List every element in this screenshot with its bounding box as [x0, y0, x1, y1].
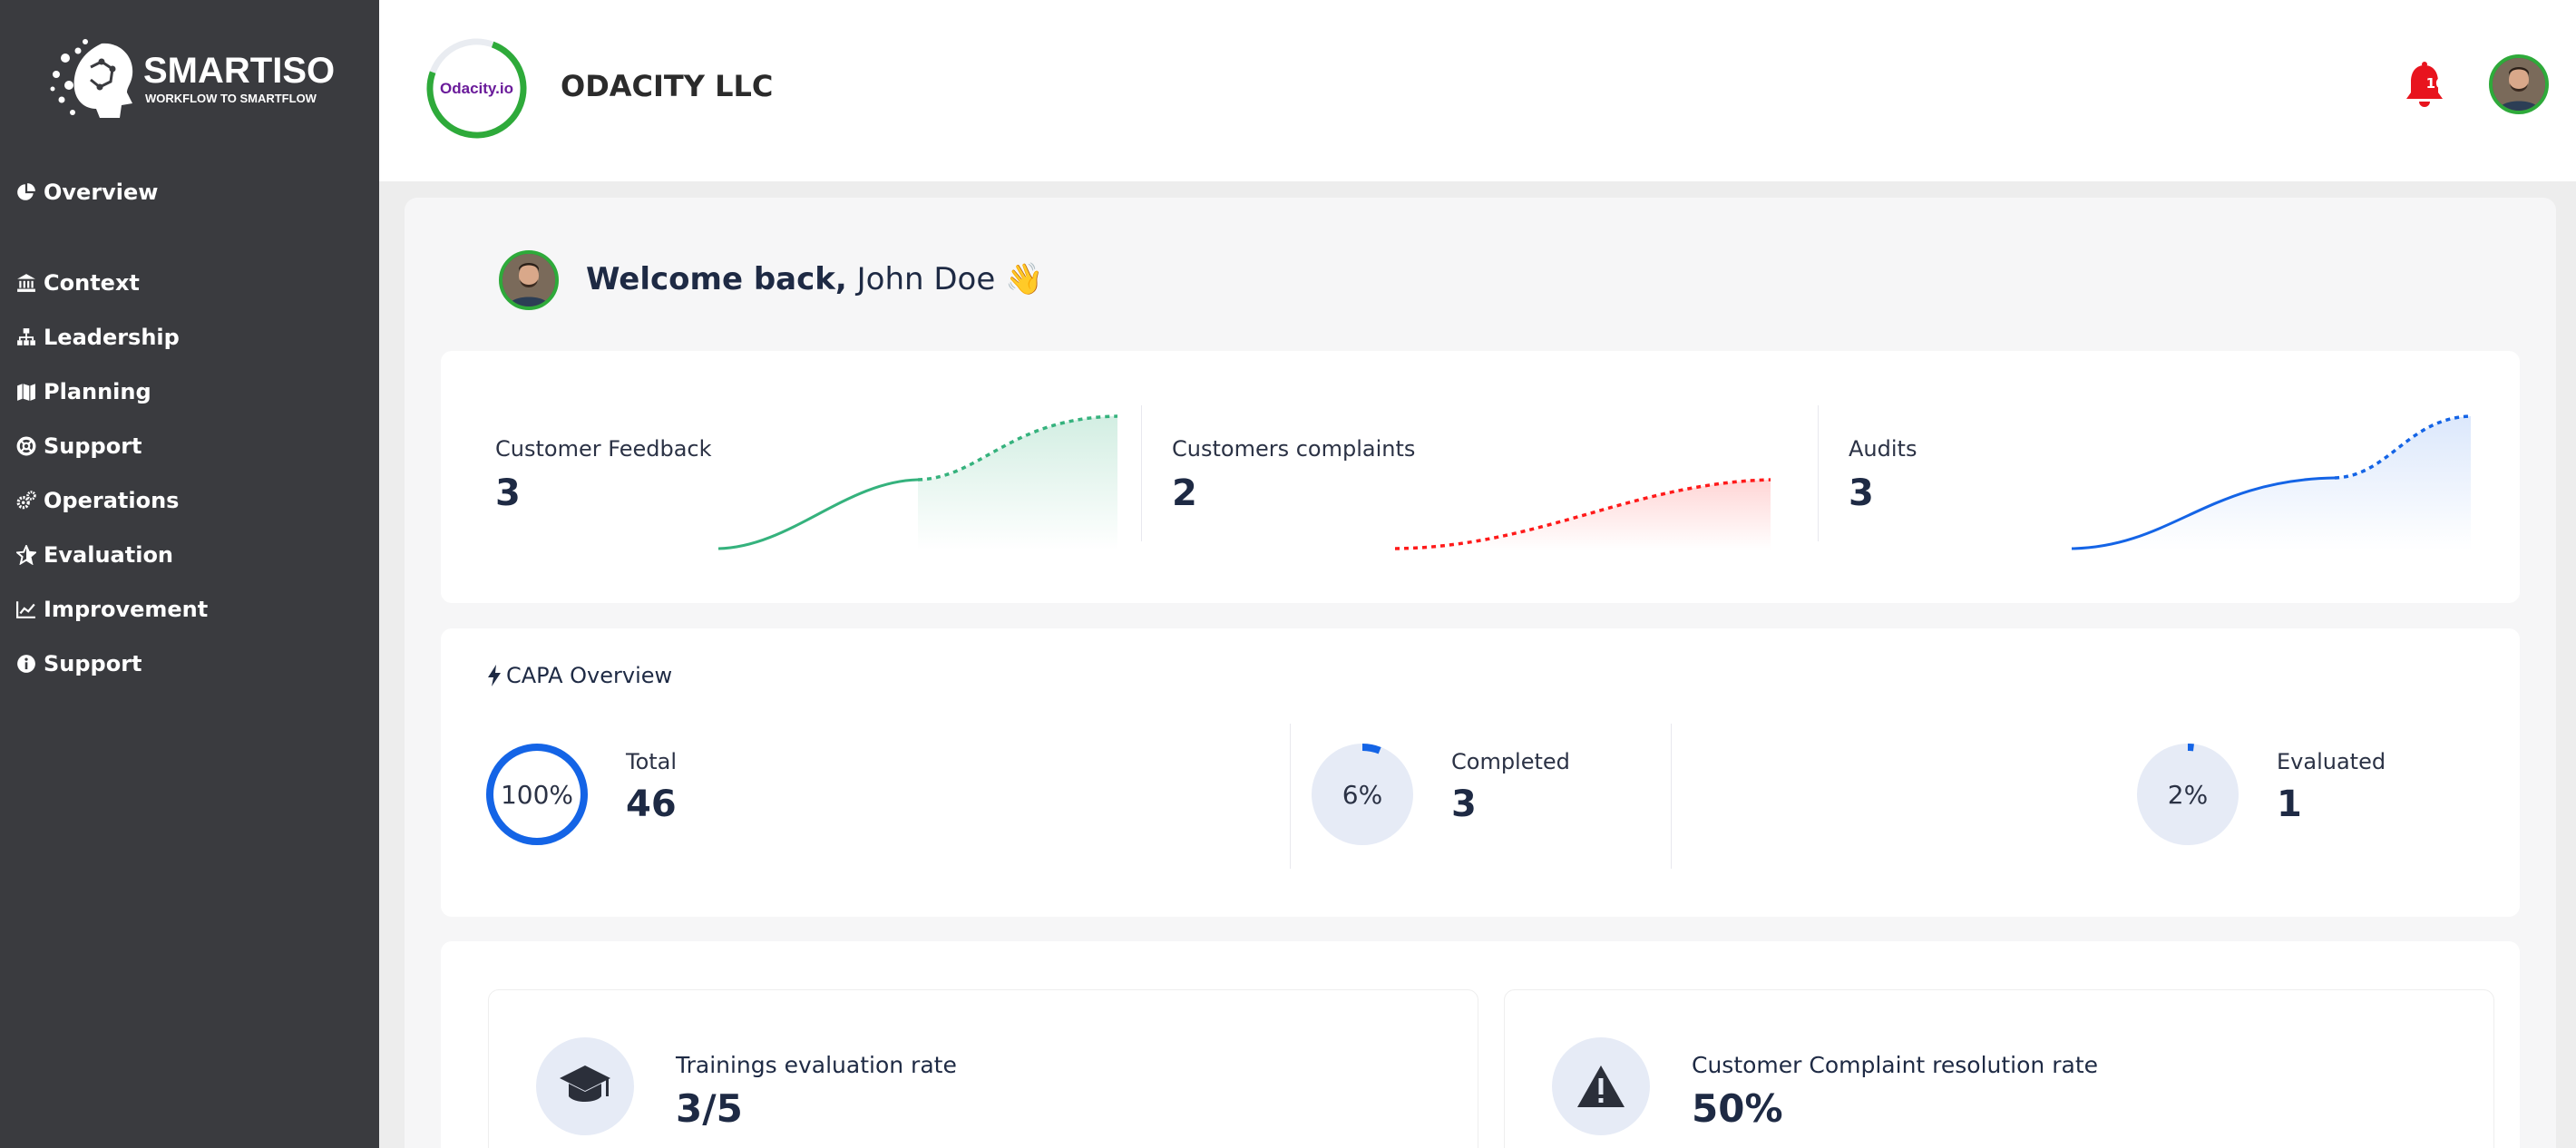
- sidebar-item-label: Overview: [44, 180, 159, 205]
- stat-customer-complaints[interactable]: Customers complaints 2: [1117, 351, 1794, 603]
- sparkline-customer-feedback: [718, 414, 1117, 550]
- metric-trainings-evaluation[interactable]: Trainings evaluation rate 3/5: [488, 989, 1478, 1148]
- avatar-image: [503, 254, 555, 306]
- stat-customer-feedback[interactable]: Customer Feedback 3: [441, 351, 1117, 603]
- sidebar-item-evaluation[interactable]: Evaluation: [16, 542, 173, 568]
- divider: [1671, 724, 1672, 869]
- divider: [1141, 405, 1142, 541]
- welcome-avatar: [499, 250, 559, 310]
- bell-icon[interactable]: [2404, 62, 2445, 109]
- sidebar-item-leadership[interactable]: Leadership: [16, 325, 180, 350]
- sidebar-item-label: Leadership: [44, 325, 180, 350]
- brain-logo-icon: [50, 39, 133, 118]
- sidebar-item-label: Support: [44, 651, 142, 676]
- sidebar-item-support-info[interactable]: Support: [16, 651, 142, 676]
- sidebar-item-label: Context: [44, 270, 140, 296]
- notification-badge: 16: [2425, 75, 2445, 92]
- stat-label: Customers complaints: [1172, 436, 1416, 462]
- org-logo[interactable]: Odacity.io: [440, 79, 513, 97]
- sidebar-item-label: Improvement: [44, 597, 209, 622]
- capa-completed[interactable]: 6% Completed 3: [1310, 742, 1673, 851]
- capa-label: Evaluated: [2277, 749, 2386, 774]
- stat-label: Customer Feedback: [495, 436, 712, 462]
- brand-logo[interactable]: SMARTISO WORKFLOW TO SMARTFLOW: [45, 31, 335, 125]
- metric-label: Trainings evaluation rate: [676, 1052, 957, 1078]
- avatar-image: [2493, 58, 2545, 111]
- metrics-card: Trainings evaluation rate 3/5 Customer C…: [441, 941, 2520, 1148]
- capa-evaluated[interactable]: 2% Evaluated 1: [2135, 742, 2498, 851]
- progress-percent: 6%: [1342, 779, 1383, 810]
- top-header: Odacity.io ODACITY LLC 16: [379, 0, 2576, 181]
- stats-card: Customer Feedback 3 Customers complaints…: [441, 351, 2520, 603]
- sitemap-icon: [17, 328, 35, 345]
- map-icon: [17, 384, 35, 401]
- metric-value: 3/5: [676, 1086, 743, 1131]
- stat-value: 2: [1172, 472, 1197, 514]
- bolt-icon: [488, 665, 501, 686]
- divider: [1818, 405, 1819, 541]
- sidebar-item-planning[interactable]: Planning: [16, 379, 151, 404]
- progress-ring: [2137, 744, 2239, 845]
- line-chart-icon: [16, 601, 35, 618]
- capa-label: Completed: [1451, 749, 1570, 774]
- stat-audits[interactable]: Audits 3: [1794, 351, 2520, 603]
- capa-value: 1: [2277, 783, 2302, 825]
- sparkline-audits: [2072, 414, 2471, 550]
- progress-ring: [1312, 744, 1413, 845]
- progress-percent: 2%: [2167, 779, 2209, 810]
- metric-value: 50%: [1692, 1086, 1783, 1131]
- capa-value: 46: [626, 783, 677, 825]
- capa-title-text: CAPA Overview: [506, 663, 673, 688]
- welcome-greeting: Welcome back,: [586, 261, 847, 297]
- sidebar: SMARTISO WORKFLOW TO SMARTFLOW Overview …: [0, 0, 379, 1148]
- progress-percent: 100%: [500, 779, 574, 810]
- info-circle-icon: [17, 655, 35, 673]
- sidebar-item-label: Operations: [44, 488, 180, 513]
- chart-pie-icon: [17, 183, 35, 200]
- sidebar-item-label: Planning: [44, 379, 151, 404]
- progress-ring: [486, 744, 588, 845]
- user-avatar[interactable]: [2489, 54, 2549, 114]
- star-icon: [16, 545, 36, 565]
- welcome-message: Welcome back, John Doe 👋: [586, 261, 1043, 297]
- cogs-icon: [16, 491, 36, 510]
- sidebar-item-support[interactable]: Support: [16, 433, 142, 459]
- wave-emoji: 👋: [1005, 261, 1044, 297]
- stat-label: Audits: [1849, 436, 1917, 462]
- org-name: ODACITY LLC: [561, 69, 774, 103]
- lifebuoy-icon: [16, 436, 36, 456]
- warning-icon: [1577, 1065, 1625, 1107]
- brand-tagline: WORKFLOW TO SMARTFLOW: [145, 92, 317, 105]
- capa-total[interactable]: 100% Total 46: [484, 742, 1119, 851]
- capa-label: Total: [626, 749, 678, 774]
- sidebar-item-label: Evaluation: [44, 542, 174, 568]
- sidebar-item-improvement[interactable]: Improvement: [16, 597, 208, 622]
- sidebar-item-context[interactable]: Context: [16, 270, 140, 296]
- capa-overview-card: CAPA Overview 100% Total 46 6% Completed…: [441, 628, 2520, 917]
- metric-label: Customer Complaint resolution rate: [1692, 1052, 2098, 1078]
- welcome-user-name: John Doe: [856, 261, 996, 297]
- metric-complaint-resolution[interactable]: Customer Complaint resolution rate 50%: [1504, 989, 2494, 1148]
- sidebar-item-overview[interactable]: Overview: [16, 180, 158, 205]
- sidebar-item-label: Support: [44, 433, 142, 459]
- graduation-cap-icon: [560, 1065, 610, 1102]
- metric-icon-wrap: [536, 1037, 634, 1135]
- capa-title: CAPA Overview: [488, 663, 672, 688]
- institution-icon: [17, 274, 35, 292]
- metric-icon-wrap: [1552, 1037, 1650, 1135]
- sidebar-item-operations[interactable]: Operations: [16, 488, 179, 513]
- brand-name: SMARTISO: [143, 51, 336, 91]
- stat-value: 3: [1849, 472, 1874, 514]
- divider: [1290, 724, 1291, 869]
- org-logo-ring: [426, 38, 527, 139]
- stat-value: 3: [495, 472, 521, 514]
- capa-value: 3: [1451, 783, 1477, 825]
- sparkline-customer-complaints: [1395, 478, 1771, 550]
